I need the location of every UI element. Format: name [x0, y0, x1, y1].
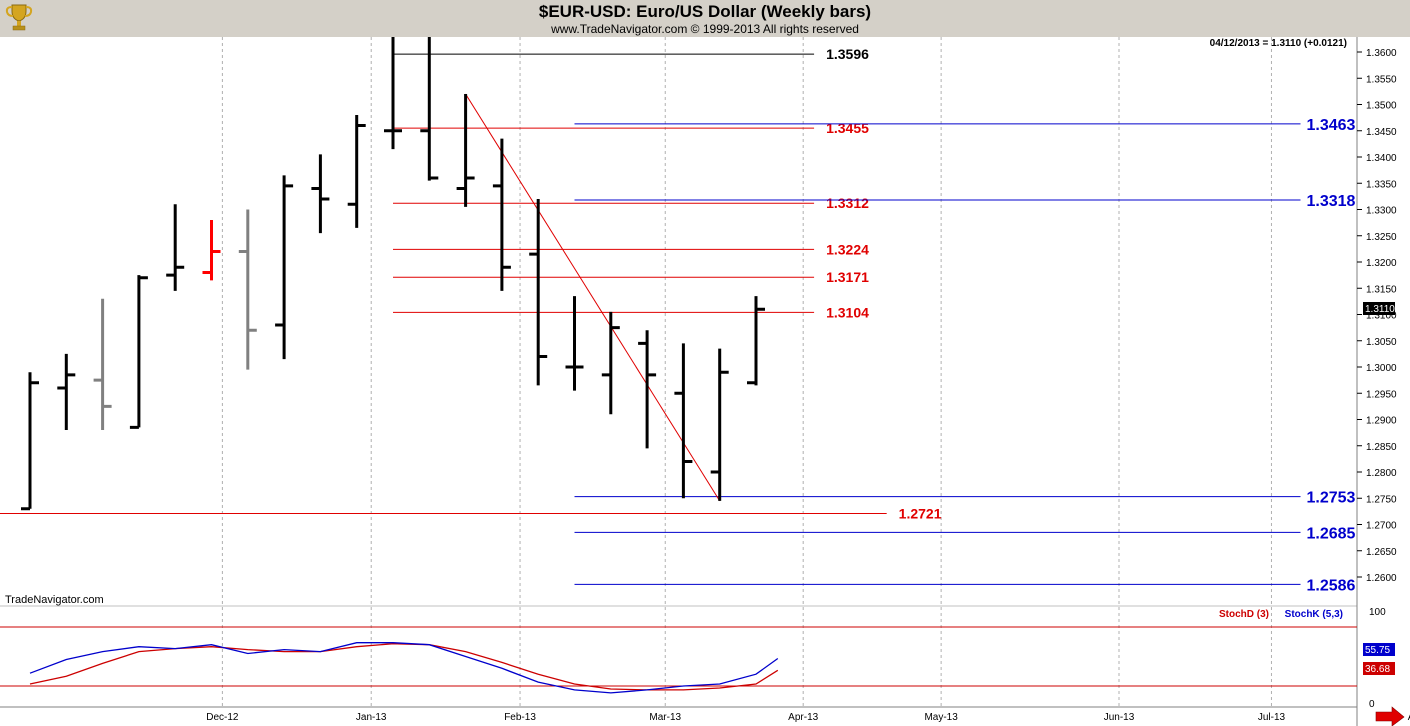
time-axis: Dec-12 Jan-13 Feb-13 Mar-13 Apr-13 May-13 Jun-… — [206, 712, 1410, 723]
ohlc-bar — [384, 37, 402, 150]
y-tick-label: 1.3550 — [1366, 74, 1397, 85]
stoch-d-legend: StochD (3) — [1219, 609, 1269, 620]
y-tick-label: 1.3450 — [1366, 127, 1397, 138]
last-quote-label: 04/12/2013 = 1.3110 (+0.0121) — [1210, 38, 1347, 49]
fib-level-label: 1.3312 — [826, 195, 869, 211]
ohlc-bar — [747, 296, 765, 386]
ohlc-bar — [420, 37, 439, 181]
fib-level-label: 1.3171 — [826, 269, 869, 285]
y-tick-label: 1.3300 — [1366, 206, 1397, 217]
projection-level-label: 1.3318 — [1307, 193, 1356, 210]
y-tick-label: 1.2800 — [1366, 468, 1397, 479]
projection-level-label: 1.2753 — [1307, 490, 1356, 507]
x-tick-label: Apr-13 — [788, 712, 818, 723]
ohlc-bar — [238, 209, 257, 370]
x-tick-label: Aug-13 — [1408, 712, 1410, 723]
stoch-k-legend: StochK (5,3) — [1285, 609, 1343, 620]
stoch-d-tag: 36.68 — [1365, 664, 1390, 675]
x-tick-label: Jun-13 — [1104, 712, 1135, 723]
y-tick-label: 1.2900 — [1366, 416, 1397, 427]
ohlc-bar — [166, 204, 185, 291]
x-tick-label: Jul-13 — [1258, 712, 1286, 723]
y-tick-label: 1.3200 — [1366, 258, 1397, 269]
price-tag: 1.3110 — [1365, 304, 1395, 315]
trophy-logo-icon — [5, 4, 33, 31]
x-tick-label: Mar-13 — [649, 712, 681, 723]
x-tick-label: Jan-13 — [356, 712, 387, 723]
fib-level-label: 1.3104 — [826, 304, 869, 320]
ohlc-bar — [710, 348, 729, 501]
y-tick-label: 1.2600 — [1366, 573, 1397, 584]
ohlc-bar — [565, 296, 584, 391]
stoch-k-tag: 55.75 — [1365, 645, 1390, 656]
x-tick-label: Dec-12 — [206, 712, 239, 723]
y-tick-label: 1.3350 — [1366, 179, 1397, 190]
y-tick-label: 1.2700 — [1366, 521, 1397, 532]
header-bar — [0, 0, 1410, 37]
scroll-right-arrow-icon[interactable] — [1375, 706, 1405, 726]
ohlc-bar — [529, 199, 548, 386]
chart-subtitle: www.TradeNavigator.com © 1999-2013 All r… — [551, 22, 859, 36]
price-bars — [21, 37, 765, 511]
y-tick-label: 1.2650 — [1366, 547, 1397, 558]
y-tick-label: 1.2950 — [1366, 389, 1397, 400]
ohlc-bar — [202, 220, 221, 281]
projection-level-label: 1.3463 — [1307, 117, 1356, 134]
fib-level-label: 1.3224 — [826, 241, 869, 257]
ohlc-bar — [674, 343, 693, 499]
stoch-axis-top: 100 — [1369, 607, 1386, 618]
stoch-k-tag-box — [1363, 643, 1395, 656]
watermark: TradeNavigator.com — [5, 594, 104, 606]
ohlc-bar — [129, 275, 148, 429]
price-tag-box — [1363, 302, 1395, 315]
projection-level-label: 1.2586 — [1307, 577, 1356, 594]
ohlc-bar — [601, 311, 620, 415]
y-tick-label: 1.3600 — [1366, 48, 1397, 59]
trendline-layer — [465, 93, 721, 502]
chart-title: $EUR-USD: Euro/US Dollar (Weekly bars) — [538, 2, 872, 21]
level-lines: 1.3596 1.3455 1.3312 1.3224 1.3171 1.3104 1.27… — [0, 46, 1356, 594]
y-tick-label: 1.3100 — [1366, 311, 1397, 322]
ohlc-bar — [492, 138, 511, 291]
y-tick-label: 1.2750 — [1366, 494, 1397, 505]
x-tick-label: May-13 — [924, 712, 958, 723]
y-tick-label: 1.2850 — [1366, 442, 1397, 453]
stoch-axis-bottom: 0 — [1369, 699, 1375, 710]
ohlc-bar — [638, 330, 657, 449]
y-tick-label: 1.3150 — [1366, 284, 1397, 295]
stoch-k-line — [29, 642, 779, 694]
y-tick-label: 1.3250 — [1366, 232, 1397, 243]
y-tick-label: 1.3050 — [1366, 337, 1397, 348]
ohlc-bar — [21, 372, 39, 511]
price-axis: 1.2600 1.2650 1.2700 1.2750 1.2800 1.2850 1.29… — [1357, 48, 1397, 584]
ohlc-bar — [275, 175, 294, 360]
fib-level-label: 1.2721 — [899, 505, 942, 521]
y-tick-label: 1.3000 — [1366, 363, 1397, 374]
grid-lines — [0, 37, 1358, 726]
trendline — [465, 93, 721, 502]
y-tick-label: 1.3400 — [1366, 153, 1397, 164]
fib-level-label: 1.3596 — [826, 46, 869, 62]
x-tick-label: Feb-13 — [504, 712, 536, 723]
projection-level-label: 1.2685 — [1307, 525, 1356, 542]
y-tick-label: 1.3500 — [1366, 101, 1397, 112]
stochastic-panel — [0, 626, 1357, 694]
ohlc-bar — [57, 353, 76, 430]
fib-level-label: 1.3455 — [826, 120, 869, 136]
ohlc-bar — [311, 154, 330, 234]
stoch-d-tag-box — [1363, 662, 1395, 675]
ohlc-bar — [456, 94, 475, 207]
ohlc-bar — [93, 298, 112, 430]
ohlc-bar — [347, 115, 366, 228]
